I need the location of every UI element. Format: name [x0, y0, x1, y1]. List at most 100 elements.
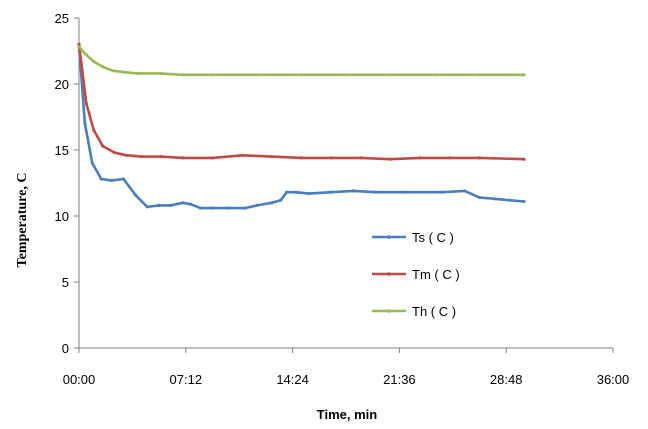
- data-point: [285, 190, 289, 194]
- data-point: [344, 73, 348, 77]
- data-point: [255, 73, 259, 77]
- data-point: [181, 201, 185, 205]
- data-point: [448, 156, 452, 160]
- y-tick-label: 0: [62, 341, 69, 356]
- data-point: [84, 53, 88, 57]
- series-line: [77, 45, 526, 77]
- data-point: [188, 202, 192, 206]
- data-point: [492, 197, 496, 201]
- x-tick-label: 14:24: [276, 372, 309, 387]
- series-line: [77, 43, 526, 161]
- data-point: [133, 193, 137, 197]
- x-tick-label: 00:00: [63, 372, 96, 387]
- data-point: [157, 203, 161, 207]
- y-tick-label: 10: [55, 209, 69, 224]
- data-point: [92, 60, 96, 64]
- data-point: [477, 195, 482, 200]
- data-point: [299, 156, 304, 160]
- data-point: [92, 128, 96, 132]
- data-point: [522, 199, 526, 204]
- series-2: [77, 42, 526, 161]
- x-tick-label: 21:36: [383, 372, 416, 387]
- data-point: [477, 156, 482, 160]
- data-point: [121, 70, 126, 74]
- x-tick-label: 28:48: [490, 372, 523, 387]
- series-3: [77, 45, 526, 77]
- x-axis-label: Time, min: [317, 407, 378, 422]
- y-tick-label: 15: [55, 143, 69, 158]
- data-point: [101, 65, 105, 69]
- legend-item: Tm ( C ): [372, 267, 460, 282]
- legend-item: Th ( C ): [372, 304, 456, 319]
- data-point: [403, 190, 407, 194]
- data-point: [294, 190, 298, 194]
- x-tick-label: 07:12: [170, 372, 203, 387]
- y-tick-label: 25: [55, 11, 69, 26]
- y-tick-label: 20: [55, 77, 69, 92]
- legend-label: Th ( C ): [412, 304, 456, 319]
- data-point: [299, 73, 304, 77]
- data-point: [522, 157, 526, 161]
- data-point: [270, 155, 274, 159]
- data-point: [111, 69, 115, 73]
- y-tick-label: 5: [62, 275, 69, 290]
- data-point: [477, 73, 482, 77]
- legend-marker: [387, 272, 391, 276]
- data-point: [433, 73, 437, 77]
- data-point: [121, 177, 126, 181]
- x-tick-labels: 00:00 07:12 14:24 21:36 28:48 36:00: [63, 372, 630, 387]
- data-point: [243, 206, 247, 210]
- legend-label: Tm ( C ): [412, 267, 460, 282]
- data-point: [418, 156, 422, 160]
- data-point: [159, 155, 163, 159]
- legend-marker: [387, 235, 391, 239]
- legend-label: Ts ( C ): [412, 230, 454, 245]
- plot-axes: [74, 17, 614, 353]
- data-point: [145, 205, 149, 209]
- y-axis-label: Temperature, C: [15, 173, 30, 268]
- data-point: [110, 178, 114, 182]
- data-point: [255, 203, 259, 207]
- data-point: [77, 45, 81, 49]
- data-point: [507, 198, 511, 202]
- data-point: [279, 198, 283, 202]
- data-point: [199, 206, 203, 210]
- data-point: [374, 190, 378, 194]
- data-point: [440, 190, 444, 194]
- data-point: [388, 157, 393, 161]
- data-point: [210, 73, 215, 77]
- data-point: [101, 144, 105, 148]
- data-point: [83, 122, 87, 126]
- series-1: [77, 42, 526, 210]
- data-point: [181, 156, 185, 160]
- x-tick-label: 36:00: [597, 372, 630, 387]
- data-point: [240, 153, 244, 157]
- data-point: [359, 156, 363, 160]
- data-point: [169, 203, 173, 207]
- data-point: [77, 42, 81, 47]
- data-point: [225, 206, 229, 210]
- y-tick-labels: 0 5 10 15 20 25: [55, 11, 69, 356]
- data-point: [210, 156, 215, 160]
- data-point: [113, 151, 117, 155]
- data-point: [388, 73, 393, 77]
- data-point: [210, 206, 215, 210]
- data-point: [329, 156, 333, 160]
- data-point: [522, 73, 526, 77]
- data-point: [84, 102, 88, 106]
- series-lines: [77, 42, 526, 210]
- legend-marker: [387, 309, 391, 313]
- data-point: [90, 161, 94, 165]
- data-point: [351, 189, 355, 193]
- data-point: [139, 155, 143, 159]
- legend: Ts ( C ) Tm ( C ) Th ( C ): [372, 230, 460, 319]
- data-point: [136, 71, 140, 75]
- data-point: [463, 189, 467, 193]
- data-point: [307, 192, 311, 196]
- data-point: [124, 153, 129, 157]
- data-point: [159, 71, 163, 75]
- data-point: [270, 201, 274, 205]
- series-line: [77, 43, 526, 210]
- data-point: [329, 190, 333, 194]
